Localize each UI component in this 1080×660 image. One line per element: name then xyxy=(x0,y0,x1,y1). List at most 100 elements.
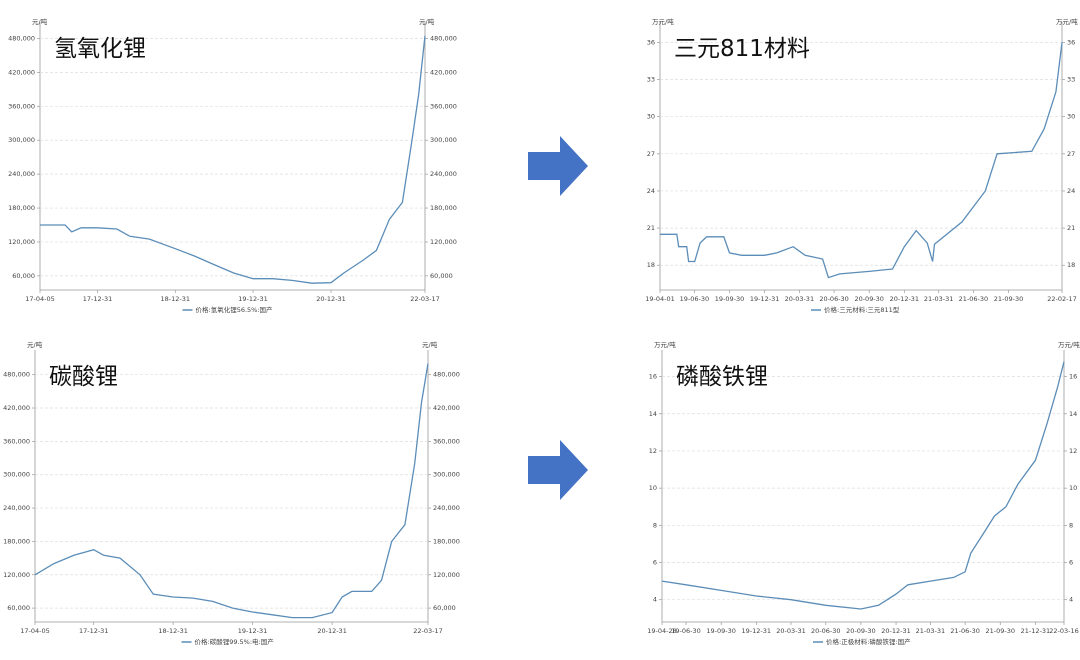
y2-tick-label: 24 xyxy=(1067,187,1075,195)
y2-tick-label: 4 xyxy=(1069,596,1073,604)
line-series xyxy=(660,42,1063,279)
y2-tick-label: 6 xyxy=(1069,559,1073,567)
y-tick-label: 27 xyxy=(647,150,655,158)
x-tick-label: 21-03-31 xyxy=(916,627,946,635)
x-tick-label: 21-09-30 xyxy=(985,627,1015,635)
y2-tick-label: 8 xyxy=(1069,521,1073,529)
x-tick-label: 21-03-31 xyxy=(924,295,954,303)
y2-unit: 元/吨 xyxy=(422,340,438,349)
y-tick-label: 360,000 xyxy=(8,102,35,110)
y-tick-label: 360,000 xyxy=(3,437,30,445)
chart: 元/吨 元/吨 60,000 60,000 120,000 120,000 180,000 1… xyxy=(3,340,460,646)
x-tick-label: 19-12-31 xyxy=(238,295,268,303)
chart-title: 磷酸铁锂 xyxy=(676,364,768,390)
y-tick-label: 120,000 xyxy=(8,238,35,246)
x-tick-label: 21-06-30 xyxy=(959,295,989,303)
y2-tick-label: 12 xyxy=(1069,447,1077,455)
y2-tick-label: 420,000 xyxy=(433,404,460,412)
line-series xyxy=(661,361,1065,610)
y2-tick-label: 420,000 xyxy=(430,68,457,76)
x-tick-label: 17-12-31 xyxy=(83,295,113,303)
y2-tick-label: 14 xyxy=(1069,410,1077,418)
x-tick-label: 20-12-31 xyxy=(317,627,347,635)
y2-tick-label: 360,000 xyxy=(430,102,457,110)
legend-label: 价格:氢氧化锂56.5%:国产 xyxy=(196,305,274,314)
y-tick-label: 21 xyxy=(647,224,655,232)
legend-label: 价格:正极材料:磷酸铁锂:国产 xyxy=(826,637,911,646)
y2-tick-label: 240,000 xyxy=(433,504,460,512)
y-tick-label: 6 xyxy=(653,559,657,567)
y-tick-label: 30 xyxy=(647,113,655,121)
x-tick-label: 17-04-05 xyxy=(20,627,50,635)
x-tick-label: 19-09-30 xyxy=(715,295,745,303)
y-tick-label: 240,000 xyxy=(8,170,35,178)
x-tick-label: 21-09-30 xyxy=(994,295,1024,303)
y2-tick-label: 10 xyxy=(1069,484,1077,492)
y-tick-label: 60,000 xyxy=(12,272,35,280)
y-tick-label: 36 xyxy=(647,38,655,46)
x-tick-label: 17-12-31 xyxy=(79,627,109,635)
x-tick-label: 22-03-17 xyxy=(410,295,440,303)
x-tick-label: 20-09-30 xyxy=(854,295,884,303)
y2-tick-label: 18 xyxy=(1067,261,1075,269)
line-series xyxy=(34,363,429,619)
x-tick-label: 20-06-30 xyxy=(819,295,849,303)
y-tick-label: 240,000 xyxy=(3,504,30,512)
y2-tick-label: 480,000 xyxy=(433,371,460,379)
x-tick-label: 21-06-30 xyxy=(950,627,980,635)
y2-tick-label: 27 xyxy=(1067,150,1075,158)
y-tick-label: 12 xyxy=(649,447,657,455)
y-tick-label: 420,000 xyxy=(3,404,30,412)
x-tick-label: 20-06-30 xyxy=(811,627,841,635)
y2-tick-label: 60,000 xyxy=(430,272,453,280)
y-tick-label: 8 xyxy=(653,521,657,529)
x-tick-label: 22-03-16 xyxy=(1049,627,1079,635)
x-tick-label: 19-06-30 xyxy=(671,627,701,635)
chart-title: 氢氧化锂 xyxy=(54,36,146,62)
x-tick-label: 19-04-28 xyxy=(647,627,677,635)
y-tick-label: 420,000 xyxy=(8,68,35,76)
x-tick-label: 19-06-30 xyxy=(680,295,710,303)
y2-tick-label: 480,000 xyxy=(430,34,457,42)
arrow xyxy=(528,440,588,500)
y-tick-label: 180,000 xyxy=(8,204,35,212)
x-tick-label: 19-04-01 xyxy=(645,295,675,303)
x-tick-label: 20-09-30 xyxy=(846,627,876,635)
y2-tick-label: 300,000 xyxy=(433,471,460,479)
y-tick-label: 300,000 xyxy=(3,471,30,479)
y2-tick-label: 180,000 xyxy=(430,204,457,212)
line-series xyxy=(40,35,426,284)
x-tick-label: 18-12-31 xyxy=(161,295,191,303)
y-tick-label: 180,000 xyxy=(3,537,30,545)
y-tick-label: 120,000 xyxy=(3,571,30,579)
chart-title: 碳酸锂 xyxy=(49,364,118,390)
chart: 万元/吨 万元/吨 18 18 21 21 24 24 27 27 30 30 33 33 36 36 19-0… xyxy=(645,17,1078,314)
y2-tick-label: 120,000 xyxy=(433,571,460,579)
y2-tick-label: 36 xyxy=(1067,38,1075,46)
x-tick-label: 20-12-31 xyxy=(881,627,911,635)
y2-tick-label: 30 xyxy=(1067,113,1075,121)
y-tick-label: 24 xyxy=(647,187,655,195)
x-tick-label: 20-12-31 xyxy=(890,295,920,303)
y-tick-label: 18 xyxy=(647,261,655,269)
y2-tick-label: 16 xyxy=(1069,373,1077,381)
y-unit: 元/吨 xyxy=(32,17,48,26)
y2-tick-label: 240,000 xyxy=(430,170,457,178)
x-tick-label: 20-03-31 xyxy=(785,295,815,303)
x-tick-label: 22-03-17 xyxy=(413,627,443,635)
y2-tick-label: 120,000 xyxy=(430,238,457,246)
legend-label: 价格:三元材料:三元811型 xyxy=(824,305,900,314)
x-tick-label: 19-09-30 xyxy=(706,627,736,635)
y-unit: 万元/吨 xyxy=(652,17,674,26)
y2-unit: 元/吨 xyxy=(419,17,435,26)
y-tick-label: 14 xyxy=(649,410,657,418)
y2-tick-label: 33 xyxy=(1067,76,1075,84)
y2-tick-label: 300,000 xyxy=(430,136,457,144)
y-unit: 元/吨 xyxy=(27,340,43,349)
y2-tick-label: 180,000 xyxy=(433,537,460,545)
legend-label: 价格:碳酸锂99.5%:电:国产 xyxy=(195,637,275,646)
y2-tick-label: 360,000 xyxy=(433,437,460,445)
x-tick-label: 19-12-31 xyxy=(742,627,772,635)
